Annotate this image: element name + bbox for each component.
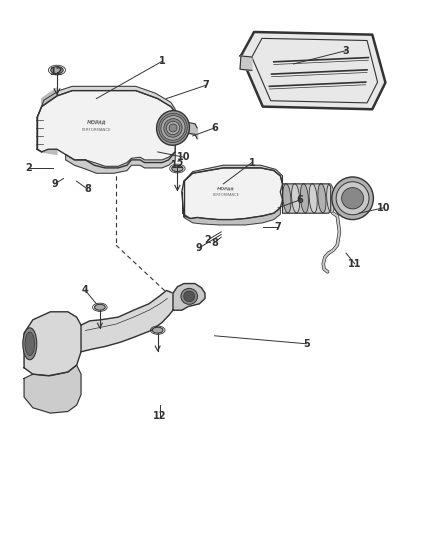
Polygon shape (241, 32, 385, 109)
Polygon shape (24, 312, 81, 376)
Ellipse shape (292, 184, 300, 213)
Text: PERFORMANCE: PERFORMANCE (212, 193, 239, 197)
Text: 7: 7 (275, 222, 282, 231)
Text: 6: 6 (297, 195, 304, 205)
Text: 8: 8 (84, 184, 91, 194)
Polygon shape (37, 88, 57, 155)
Text: 12: 12 (171, 160, 184, 170)
Ellipse shape (283, 184, 291, 213)
Ellipse shape (157, 110, 189, 146)
Text: 5: 5 (303, 339, 310, 349)
Ellipse shape (327, 184, 335, 213)
Text: PERFORMANCE: PERFORMANCE (81, 127, 111, 132)
Ellipse shape (300, 184, 308, 213)
Text: 12: 12 (50, 67, 64, 77)
Ellipse shape (25, 332, 35, 356)
Ellipse shape (181, 288, 198, 304)
Polygon shape (283, 184, 331, 213)
Polygon shape (81, 290, 173, 352)
Ellipse shape (152, 327, 163, 333)
Polygon shape (66, 152, 175, 173)
Ellipse shape (184, 291, 194, 302)
Ellipse shape (51, 67, 63, 74)
Text: 2: 2 (25, 163, 32, 173)
Ellipse shape (342, 188, 364, 209)
Text: 7: 7 (202, 80, 209, 90)
Polygon shape (184, 208, 280, 225)
Text: MOPAR: MOPAR (217, 187, 234, 191)
Polygon shape (42, 86, 175, 112)
Ellipse shape (23, 328, 37, 360)
Ellipse shape (169, 124, 177, 132)
Text: 10: 10 (377, 203, 390, 213)
Polygon shape (173, 284, 205, 310)
Text: 2: 2 (205, 235, 212, 245)
Text: 1: 1 (159, 56, 166, 66)
Ellipse shape (309, 184, 317, 213)
Text: MOPAR: MOPAR (86, 120, 106, 125)
Polygon shape (240, 56, 252, 70)
Ellipse shape (164, 118, 182, 138)
Ellipse shape (172, 165, 183, 172)
Text: 8: 8 (211, 238, 218, 247)
Polygon shape (184, 165, 283, 184)
Ellipse shape (332, 177, 373, 220)
Ellipse shape (318, 184, 326, 213)
Ellipse shape (166, 121, 180, 135)
Text: 9: 9 (51, 179, 58, 189)
Polygon shape (24, 365, 81, 413)
Text: 4: 4 (82, 286, 89, 295)
Polygon shape (182, 168, 283, 220)
Text: 11: 11 (348, 259, 361, 269)
Text: 3: 3 (343, 46, 350, 55)
Polygon shape (37, 91, 175, 168)
Ellipse shape (95, 304, 105, 310)
Ellipse shape (159, 113, 187, 143)
Text: 9: 9 (196, 243, 203, 253)
Text: 12: 12 (153, 411, 166, 421)
Ellipse shape (336, 182, 369, 215)
Text: 6: 6 (211, 123, 218, 133)
Text: 1: 1 (248, 158, 255, 167)
Text: 10: 10 (177, 152, 191, 162)
Ellipse shape (161, 116, 185, 140)
